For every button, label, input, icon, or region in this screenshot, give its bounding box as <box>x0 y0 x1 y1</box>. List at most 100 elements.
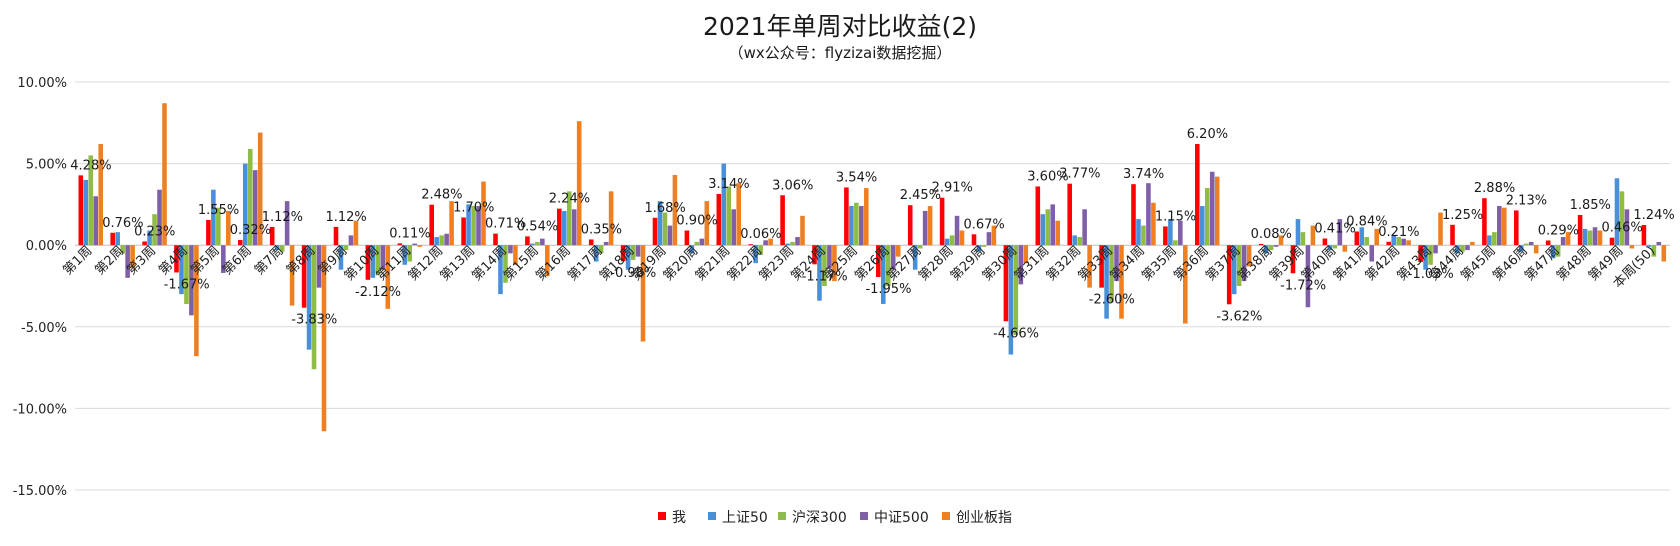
bar-3-27 <box>954 215 960 246</box>
data-label: 0.67% <box>963 217 1004 232</box>
bar-2-27 <box>949 235 955 246</box>
bar-1-30 <box>1040 214 1046 246</box>
data-label: 0.32% <box>230 223 271 238</box>
data-label: 1.12% <box>262 210 303 225</box>
bar-1-19 <box>689 245 695 254</box>
bar-2-21 <box>758 245 763 255</box>
bar-0-7 <box>301 245 307 308</box>
bar-4-37 <box>1278 235 1284 246</box>
bar-1-12 <box>466 204 471 246</box>
bar-2-19 <box>694 241 700 246</box>
bar-0-12 <box>461 217 466 246</box>
data-label: 2.91% <box>932 181 973 196</box>
x-tick-label: 第16周 <box>533 243 574 284</box>
bar-4-34 <box>1183 245 1188 324</box>
legend-label: 中证500 <box>874 510 929 526</box>
bar-3-34 <box>1178 220 1183 246</box>
bar-0-36 <box>1226 245 1232 305</box>
bar-0-32 <box>1099 245 1104 288</box>
bar-4-2 <box>162 103 167 246</box>
bar-1-41 <box>1391 235 1396 246</box>
bar-2-12 <box>471 206 476 246</box>
bar-4-13 <box>513 245 518 265</box>
bar-1-49 <box>1646 245 1652 247</box>
x-tick-label: 第42周 <box>1363 243 1404 284</box>
bar-3-9 <box>380 245 386 270</box>
bar-4-23 <box>832 245 837 282</box>
bar-4-49 <box>1661 245 1667 262</box>
bar-4-19 <box>704 201 710 246</box>
bar-4-41 <box>1406 240 1411 246</box>
bar-4-45 <box>1533 245 1539 254</box>
bar-0-34 <box>1163 226 1168 246</box>
bar-4-21 <box>768 238 773 246</box>
bar-0-28 <box>971 234 977 246</box>
x-tick-layer: 第1周第2周第3周第4周第5周第6周第7周第8周第9周第10周第11周第12周第… <box>61 243 1659 291</box>
bar-1-43 <box>1455 245 1460 254</box>
bar-3-33 <box>1146 183 1151 246</box>
bar-0-18 <box>652 217 658 246</box>
bar-2-18 <box>662 212 668 246</box>
bar-1-26 <box>912 245 918 270</box>
bar-1-27 <box>944 238 950 246</box>
bar-3-41 <box>1401 238 1406 246</box>
y-tick-label: 5.00% <box>26 158 67 173</box>
x-tick-label: 第36周 <box>1171 243 1212 284</box>
bar-3-7 <box>316 245 322 288</box>
data-label: -2.60% <box>1089 293 1135 308</box>
bar-4-47 <box>1597 230 1603 246</box>
x-tick-label: 第13周 <box>437 243 478 284</box>
bar-4-7 <box>321 245 327 432</box>
data-label: 4.28% <box>70 158 111 173</box>
data-label: 3.14% <box>708 177 749 192</box>
bar-1-4 <box>211 189 216 246</box>
bar-0-45 <box>1514 210 1519 246</box>
bar-1-36 <box>1231 245 1237 295</box>
data-label: 3.60% <box>1027 169 1068 184</box>
data-label: 2.45% <box>900 188 941 203</box>
bar-2-5 <box>247 148 253 246</box>
bar-0-19 <box>684 230 690 246</box>
bar-2-41 <box>1396 237 1401 246</box>
bar-2-39 <box>1332 245 1338 249</box>
bar-1-31 <box>1072 235 1077 246</box>
bar-4-24 <box>864 188 869 246</box>
bar-0-3 <box>174 245 179 273</box>
bar-0-37 <box>1258 243 1264 246</box>
data-label: 3.06% <box>772 178 813 193</box>
data-label: 0.84% <box>1346 214 1387 229</box>
bar-2-8 <box>343 245 349 251</box>
bar-2-24 <box>854 202 859 246</box>
bar-4-12 <box>481 181 486 246</box>
bar-1-32 <box>1104 245 1109 319</box>
bar-1-29 <box>1008 245 1014 355</box>
bar-0-23 <box>812 245 817 265</box>
bar-1-22 <box>785 243 790 246</box>
chart-title: 2021年单周对比收益(2) <box>703 12 977 41</box>
data-label: 2.48% <box>421 188 462 203</box>
bar-1-8 <box>338 245 344 270</box>
bar-3-42 <box>1433 245 1438 254</box>
x-tick-label: 第29周 <box>948 243 989 284</box>
bar-0-26 <box>907 205 913 246</box>
y-tick-label: 10.00% <box>17 76 67 91</box>
bar-1-23 <box>817 245 822 301</box>
data-labels-layer: 4.28%0.76%0.23%-1.67%1.55%0.32%1.12%-3.8… <box>70 127 1674 341</box>
bar-0-42 <box>1418 245 1423 263</box>
bar-0-30 <box>1035 186 1041 246</box>
legend-swatch <box>778 512 786 520</box>
y-tick-label: -15.00% <box>13 484 67 499</box>
data-label: -2.12% <box>355 285 401 300</box>
bar-4-5 <box>257 132 263 246</box>
legend-label: 沪深300 <box>792 510 847 526</box>
bar-0-1 <box>110 232 115 246</box>
bar-4-15 <box>576 121 582 246</box>
x-tick-label: 第28周 <box>916 243 957 284</box>
bar-1-1 <box>115 232 120 246</box>
bar-1-2 <box>147 230 152 246</box>
bar-3-44 <box>1497 206 1502 246</box>
bar-1-46 <box>1550 245 1556 259</box>
bar-3-40 <box>1369 245 1375 262</box>
bar-3-29 <box>1018 245 1024 285</box>
